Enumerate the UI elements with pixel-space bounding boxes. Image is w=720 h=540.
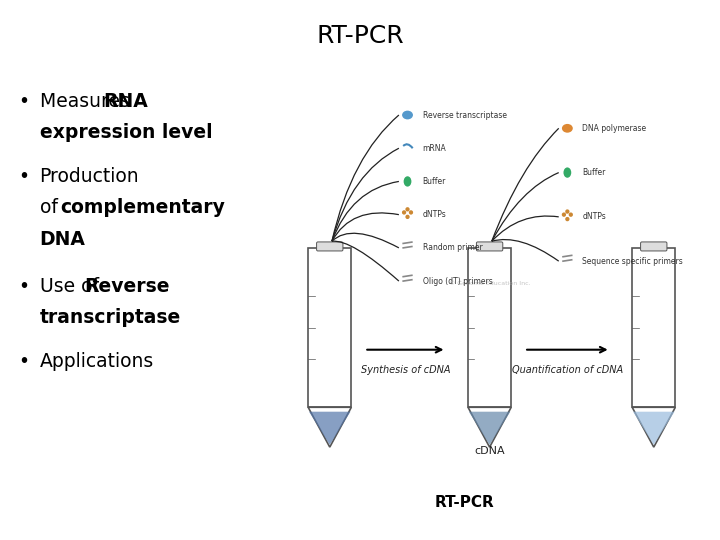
Ellipse shape <box>564 167 571 178</box>
Ellipse shape <box>402 111 413 119</box>
Text: Applications: Applications <box>40 352 154 371</box>
Text: transcriptase: transcriptase <box>40 308 181 327</box>
Text: Sequence specific primers: Sequence specific primers <box>582 256 683 266</box>
FancyBboxPatch shape <box>477 242 503 251</box>
Text: of: of <box>40 198 63 217</box>
Text: © Genome Education Inc.: © Genome Education Inc. <box>449 281 531 286</box>
FancyBboxPatch shape <box>317 242 343 251</box>
Polygon shape <box>309 411 351 445</box>
Text: DNA polymerase: DNA polymerase <box>582 124 647 133</box>
FancyBboxPatch shape <box>641 242 667 251</box>
Text: RNA: RNA <box>103 92 148 111</box>
Text: •: • <box>18 92 29 111</box>
Text: Buffer: Buffer <box>582 168 606 177</box>
Text: dNTPs: dNTPs <box>582 212 606 221</box>
Ellipse shape <box>404 176 411 187</box>
Polygon shape <box>308 407 351 447</box>
Text: Synthesis of cDNA: Synthesis of cDNA <box>361 365 450 375</box>
Polygon shape <box>308 248 351 407</box>
Text: Production: Production <box>40 167 139 186</box>
Text: RT-PCR: RT-PCR <box>435 495 494 510</box>
Text: Reverse: Reverse <box>84 276 170 295</box>
Text: Random primer: Random primer <box>423 244 482 252</box>
Ellipse shape <box>405 207 410 212</box>
Polygon shape <box>632 248 675 407</box>
Ellipse shape <box>409 210 413 214</box>
Ellipse shape <box>565 217 570 221</box>
Ellipse shape <box>402 210 406 214</box>
Text: Use of: Use of <box>40 276 104 295</box>
Polygon shape <box>633 411 675 445</box>
Text: Measures: Measures <box>40 92 135 111</box>
Polygon shape <box>469 411 510 445</box>
Polygon shape <box>468 407 511 447</box>
Text: •: • <box>18 276 29 295</box>
Text: Oligo (dT) primers: Oligo (dT) primers <box>423 276 492 286</box>
Ellipse shape <box>562 124 573 133</box>
Text: Buffer: Buffer <box>423 177 446 186</box>
Ellipse shape <box>562 212 566 217</box>
Ellipse shape <box>565 210 570 214</box>
Text: •: • <box>18 352 29 371</box>
Text: expression level: expression level <box>40 123 212 142</box>
Text: mRNA: mRNA <box>423 144 446 153</box>
Polygon shape <box>632 407 675 447</box>
Text: Quantification of cDNA: Quantification of cDNA <box>512 365 623 375</box>
Polygon shape <box>468 248 511 407</box>
Text: DNA: DNA <box>40 230 86 248</box>
Text: RT-PCR: RT-PCR <box>316 24 404 48</box>
Ellipse shape <box>569 212 573 217</box>
Text: Reverse transcriptase: Reverse transcriptase <box>423 111 507 119</box>
Text: dNTPs: dNTPs <box>423 210 446 219</box>
Text: •: • <box>18 167 29 186</box>
Text: cDNA: cDNA <box>474 446 505 456</box>
Ellipse shape <box>405 215 410 219</box>
Text: complementary: complementary <box>60 198 225 217</box>
